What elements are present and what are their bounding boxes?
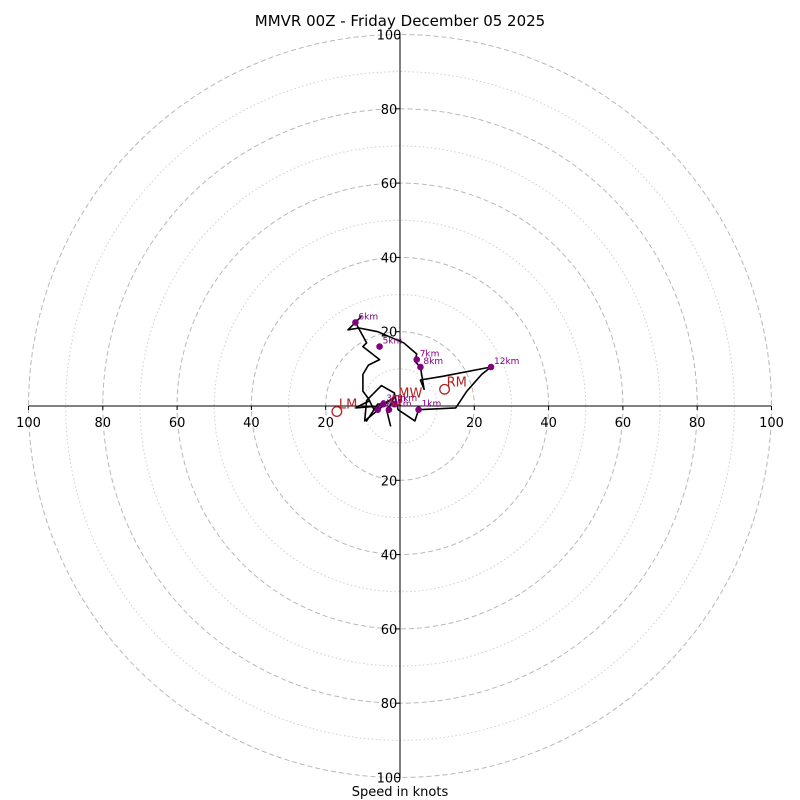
x-tick-label: 80	[689, 416, 706, 431]
height-label: 5km	[383, 337, 403, 347]
height-marker	[379, 400, 387, 408]
motion-marker	[390, 394, 402, 406]
axes	[28, 34, 772, 778]
storm-motion-mw: MW	[390, 386, 423, 406]
height-label: 12km	[494, 357, 519, 367]
height-marker	[413, 356, 421, 363]
height-label: 1km	[422, 400, 442, 410]
height-point-12km: 12km	[487, 357, 519, 371]
height-label: 4km	[392, 400, 412, 410]
storm-motion-lm: LM	[331, 398, 357, 418]
height-point-8km: 8km	[417, 357, 443, 371]
y-tick-label: 20	[381, 326, 398, 341]
height-marker	[385, 406, 393, 414]
height-point-1km: 1km	[415, 400, 442, 414]
y-tick-label: 100	[377, 29, 402, 44]
x-tick-label: 60	[169, 416, 186, 431]
height-marker	[415, 406, 422, 414]
x-axis-label: Speed in knots	[352, 785, 449, 800]
height-point-7km: 7km	[413, 350, 439, 363]
storm-motions: RM LM MW	[331, 375, 467, 418]
motion-label: RM	[447, 375, 467, 390]
height-point-3km: 3km	[379, 394, 406, 408]
height-label: 9km	[381, 400, 401, 410]
height-label: 3km	[386, 394, 406, 404]
height-label: 2km	[397, 394, 417, 404]
motion-label: MW	[398, 386, 422, 401]
y-tick-label: 20	[381, 474, 398, 489]
height-marker	[417, 363, 424, 371]
height-label: 8km	[423, 357, 443, 367]
storm-motion-rm: RM	[439, 375, 467, 395]
chart-title: MMVR 00Z - Friday December 05 2025	[255, 12, 545, 30]
y-tick-label: 100	[377, 772, 402, 787]
y-tick-label: 80	[381, 103, 398, 118]
height-label: 7km	[420, 350, 440, 360]
height-marker	[487, 363, 495, 371]
x-tick-label: 80	[95, 416, 112, 431]
height-marker	[352, 319, 359, 326]
x-tick-label: 20	[466, 416, 483, 431]
motion-marker	[439, 383, 451, 395]
x-tick-labels: 100 80 60 40 20 20 40 60 80 100	[16, 406, 784, 431]
height-marker	[374, 406, 382, 414]
y-tick-label: 80	[381, 697, 398, 712]
y-tick-label: 60	[381, 177, 398, 192]
x-tick-label: 60	[615, 416, 632, 431]
y-tick-label: 40	[381, 251, 398, 266]
height-point-6km: 6km	[352, 312, 378, 326]
y-tick-label: 60	[381, 623, 398, 638]
y-tick-label: 40	[381, 549, 398, 564]
x-tick-label: 100	[16, 416, 41, 431]
x-tick-label: 40	[243, 416, 260, 431]
height-label: 6km	[358, 312, 378, 322]
x-tick-label: 40	[540, 416, 557, 431]
height-point-9km: 9km	[374, 400, 401, 414]
x-tick-label: 100	[759, 416, 784, 431]
motion-marker	[331, 406, 343, 418]
x-tick-label: 20	[317, 416, 334, 431]
height-point-5km: 5km	[376, 337, 402, 350]
y-tick-labels: 100 80 60 40 20 20 40 60 80 100	[377, 29, 402, 787]
motion-label: LM	[339, 398, 357, 413]
height-marker	[376, 343, 383, 350]
height-point-4km: 4km	[385, 400, 412, 414]
